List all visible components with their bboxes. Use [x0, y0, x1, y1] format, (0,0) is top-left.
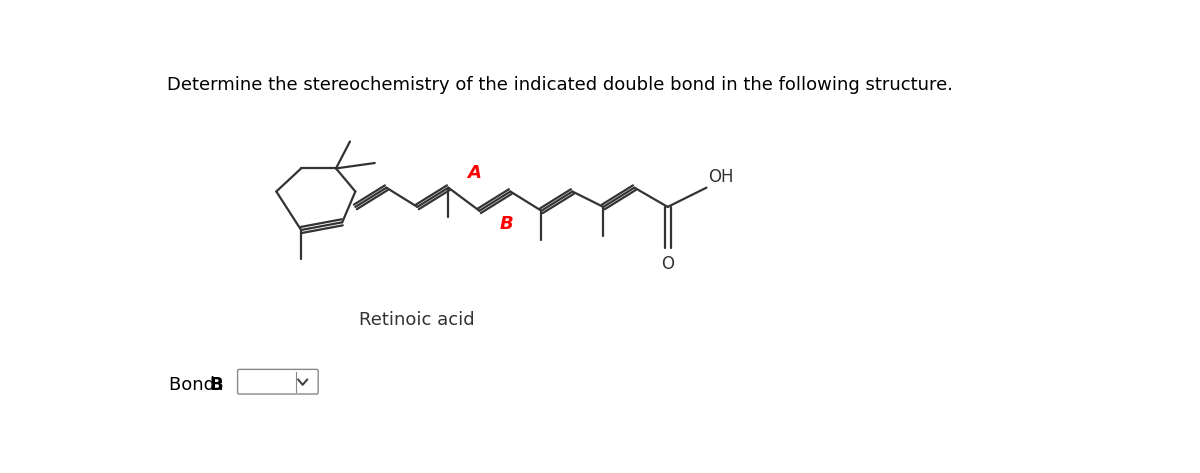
- Text: Determine the stereochemistry of the indicated double bond in the following stru: Determine the stereochemistry of the ind…: [167, 76, 953, 94]
- Text: Retinoic acid: Retinoic acid: [359, 311, 475, 329]
- Text: A: A: [467, 164, 481, 182]
- Text: :: :: [217, 377, 223, 394]
- Text: OH: OH: [708, 168, 733, 186]
- FancyBboxPatch shape: [238, 369, 318, 394]
- Text: B: B: [499, 215, 514, 233]
- Text: Bond: Bond: [169, 377, 221, 394]
- Text: O: O: [661, 255, 674, 273]
- Text: B: B: [210, 377, 223, 394]
